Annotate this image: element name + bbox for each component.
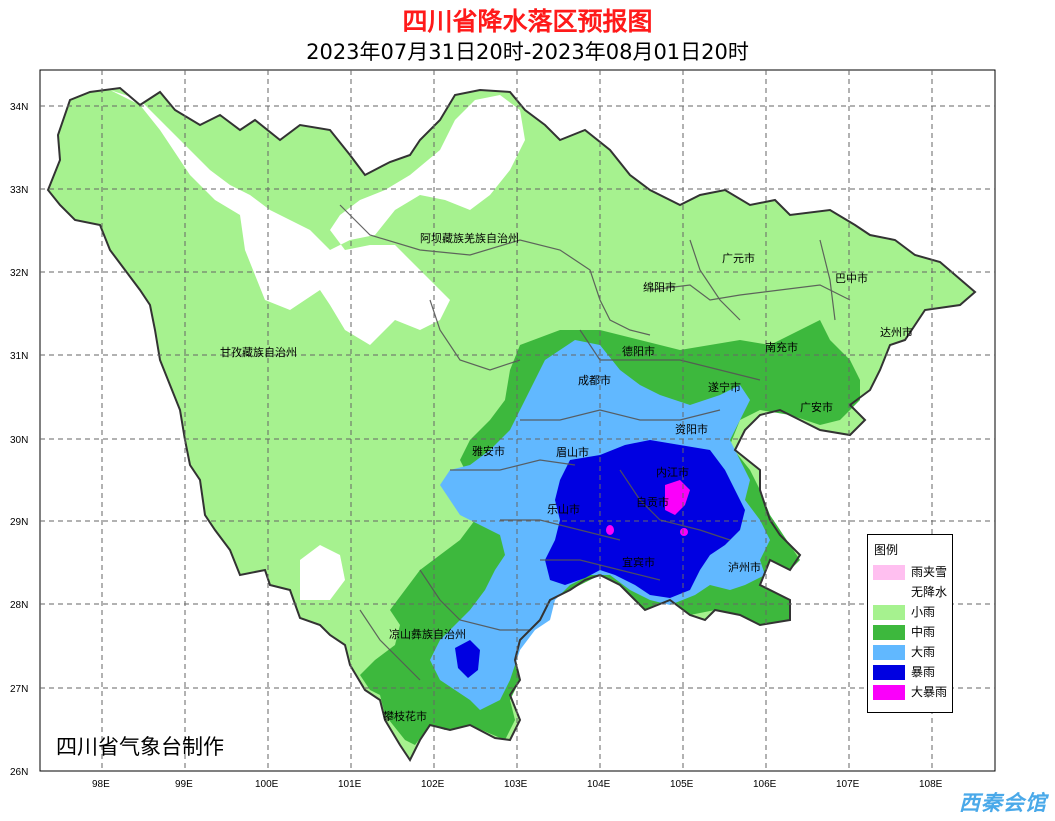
legend-item: 雨夹雪 <box>873 565 949 581</box>
legend-label: 中雨 <box>911 625 936 639</box>
lon-label: 101E <box>338 779 362 790</box>
legend-label: 无降水 <box>911 585 948 599</box>
lon-label: 108E <box>919 779 943 790</box>
lat-label: 29N <box>10 517 28 528</box>
lon-label: 99E <box>175 779 193 790</box>
lat-label: 31N <box>10 351 28 362</box>
city-label: 广元市 <box>722 251 755 265</box>
legend-swatch <box>873 685 905 700</box>
lat-label: 26N <box>10 767 28 778</box>
lat-label: 32N <box>10 268 28 279</box>
region-severe-rainstorm-2 <box>606 525 614 535</box>
lon-label: 107E <box>836 779 860 790</box>
longitude-labels: 98E 99E 100E 101E 102E 103E 104E 105E 10… <box>92 779 943 790</box>
region-rainstorm-sw <box>455 640 480 678</box>
city-boundaries <box>339 204 851 681</box>
region-no-rain-south <box>300 545 345 600</box>
map-title: 四川省降水落区预报图 <box>402 7 653 36</box>
legend-label: 小雨 <box>911 605 936 619</box>
legend-item: 大雨 <box>873 645 949 661</box>
legend-swatch <box>873 565 905 580</box>
city-label: 巴中市 <box>835 271 868 285</box>
lon-label: 104E <box>587 779 611 790</box>
legend-label: 大雨 <box>911 645 936 659</box>
legend-label: 大暴雨 <box>911 685 948 699</box>
legend-swatch <box>873 645 905 660</box>
legend-label: 雨夹雪 <box>911 565 948 579</box>
province-outline <box>46 86 977 762</box>
city-label: 宜宾市 <box>622 555 655 569</box>
city-label: 甘孜藏族自治州 <box>220 345 297 359</box>
city-label: 阿坝藏族羌族自治州 <box>420 231 519 245</box>
city-label: 达州市 <box>880 325 913 339</box>
lon-label: 98E <box>92 779 110 790</box>
city-label: 雅安市 <box>472 444 505 458</box>
city-label: 南充市 <box>765 340 798 354</box>
city-label: 广安市 <box>800 400 833 414</box>
city-label: 绵阳市 <box>643 280 676 294</box>
city-label: 遂宁市 <box>708 380 741 394</box>
city-label: 眉山市 <box>556 445 589 459</box>
lon-label: 105E <box>670 779 694 790</box>
watermark: 西秦会馆 <box>959 791 1047 815</box>
city-labels: 阿坝藏族羌族自治州 甘孜藏族自治州 广元市 巴中市 绵阳市 达州市 德阳市 南充… <box>220 231 913 723</box>
region-rainstorm <box>545 440 745 598</box>
city-label: 自贡市 <box>636 495 669 509</box>
legend-title: 图例 <box>874 543 899 557</box>
legend-item: 小雨 <box>873 605 949 621</box>
map-subtitle: 2023年07月31日20时-2023年08月01日20时 <box>306 40 749 64</box>
region-severe-rainstorm-3 <box>680 528 688 536</box>
city-label: 成都市 <box>578 373 611 387</box>
legend-item: 无降水 <box>873 585 949 601</box>
legend-swatch <box>873 585 905 600</box>
region-severe-rainstorm <box>665 480 690 515</box>
city-label: 资阳市 <box>675 422 708 436</box>
legend-swatch <box>873 605 905 620</box>
city-label: 德阳市 <box>622 344 655 358</box>
city-label: 乐山市 <box>547 502 580 516</box>
graticule <box>40 70 995 771</box>
lon-label: 106E <box>753 779 777 790</box>
lon-label: 103E <box>504 779 528 790</box>
region-no-rain-north <box>110 90 525 345</box>
producer-credit: 四川省气象台制作 <box>56 735 224 759</box>
lon-label: 100E <box>255 779 279 790</box>
latitude-labels: 34N 33N 32N 31N 30N 29N 28N 27N 26N <box>10 102 28 778</box>
city-label: 凉山彝族自治州 <box>389 627 466 641</box>
city-label: 内江市 <box>656 465 689 479</box>
city-label: 泸州市 <box>728 560 761 574</box>
legend: 图例 雨夹雪 无降水 小雨 中雨 大雨 暴雨 大暴雨 <box>867 534 953 713</box>
lat-label: 27N <box>10 684 28 695</box>
legend-swatch <box>873 665 905 680</box>
legend-label: 暴雨 <box>911 665 936 679</box>
lat-label: 30N <box>10 435 28 446</box>
lat-label: 33N <box>10 185 28 196</box>
legend-item: 暴雨 <box>873 665 949 681</box>
legend-swatch <box>873 625 905 640</box>
lon-label: 102E <box>421 779 445 790</box>
legend-item: 大暴雨 <box>873 685 949 701</box>
lat-label: 28N <box>10 600 28 611</box>
city-label: 攀枝花市 <box>383 709 427 723</box>
lat-label: 34N <box>10 102 28 113</box>
legend-item: 中雨 <box>873 625 949 641</box>
